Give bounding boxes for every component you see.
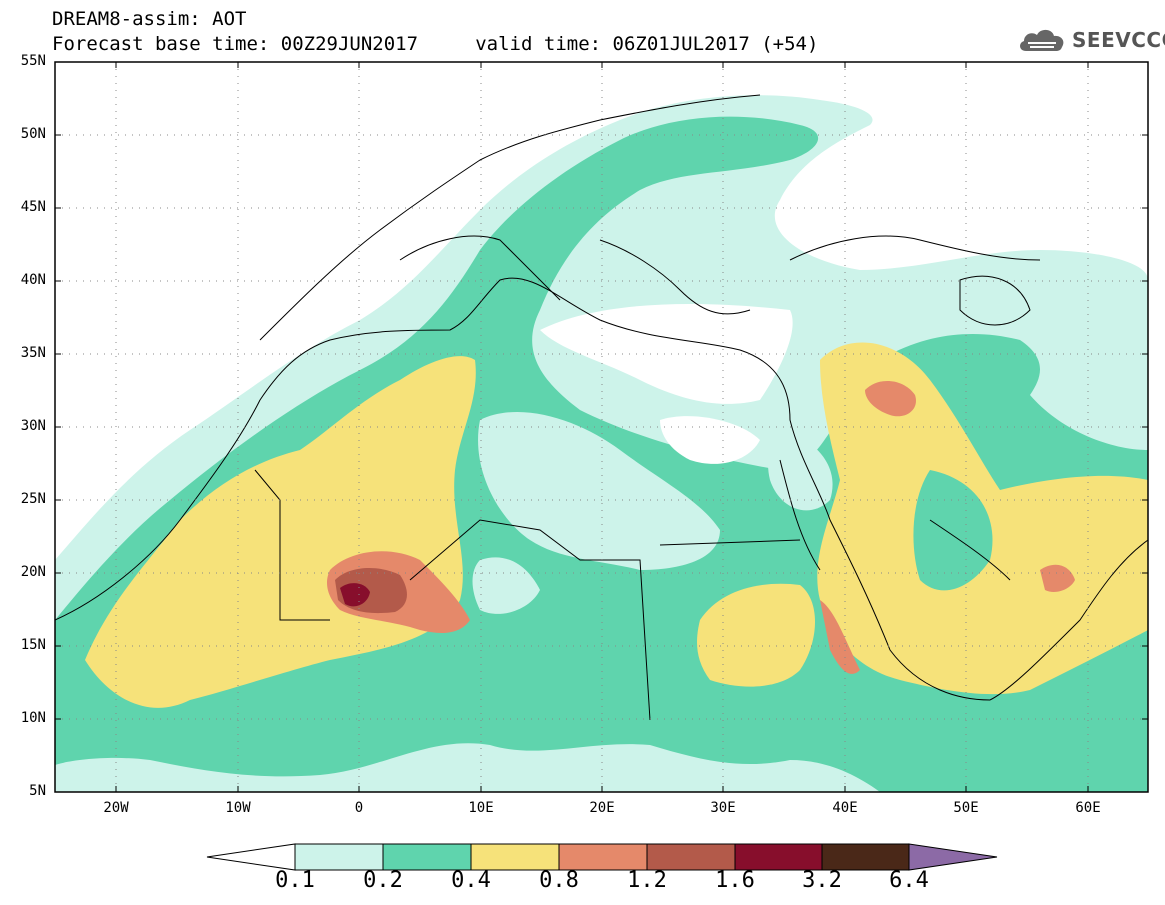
lon-label: 10E <box>468 800 494 816</box>
lat-label: 45N <box>20 199 46 215</box>
colorbar-label: 1.2 <box>627 868 667 893</box>
lat-label: 35N <box>20 345 46 361</box>
lat-label: 10N <box>20 710 46 726</box>
logo-text: SEEVCCC <box>1072 28 1165 52</box>
seevccc-logo: SEEVCCC <box>1016 22 1165 58</box>
title-line-1: DREAM8-assim: AOT <box>52 8 247 30</box>
lon-label: 50E <box>953 800 979 816</box>
lat-label: 15N <box>20 637 46 653</box>
colorbar-label: 0.8 <box>539 868 579 893</box>
lat-label: 20N <box>20 564 46 580</box>
lat-label: 50N <box>20 126 46 142</box>
grid-lines <box>55 62 1148 792</box>
colorbar-label: 3.2 <box>802 868 842 893</box>
lon-label: 30E <box>710 800 736 816</box>
lon-label: 20E <box>589 800 615 816</box>
lon-label: 20W <box>103 800 129 816</box>
aot-field-1.6 <box>340 583 370 607</box>
colorbar-label: 0.1 <box>275 868 315 893</box>
lon-label: 40E <box>832 800 858 816</box>
lon-label: 10W <box>225 800 251 816</box>
title-line-2: Forecast base time: 00Z29JUN2017 valid t… <box>52 33 819 55</box>
lon-label: 0 <box>354 800 364 816</box>
colorbar-label: 0.4 <box>451 868 491 893</box>
colorbar-label: 1.6 <box>715 868 755 893</box>
lon-label: 60E <box>1075 800 1101 816</box>
lat-label: 55N <box>20 53 46 69</box>
colorbar-label: 0.2 <box>363 868 403 893</box>
lat-label: 30N <box>20 418 46 434</box>
cloud-icon <box>1020 29 1064 51</box>
lat-label: 25N <box>20 491 46 507</box>
lat-label: 40N <box>20 272 46 288</box>
colorbar-label: 6.4 <box>889 868 929 893</box>
lat-label: 5N <box>29 783 46 799</box>
